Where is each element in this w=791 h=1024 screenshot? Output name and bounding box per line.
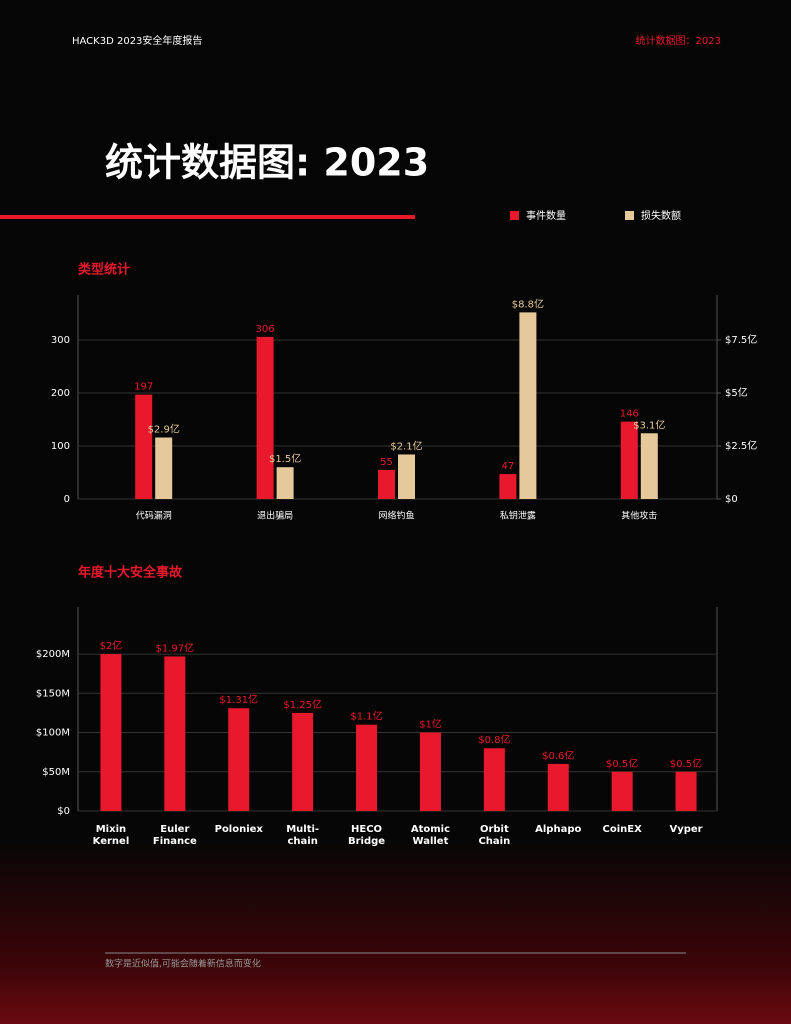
y-tick-label: $50M <box>42 767 70 778</box>
bar <box>398 454 415 499</box>
footer-note: 数字是近似值,可能会随着新信息而变化 <box>105 958 261 970</box>
bar <box>356 724 378 811</box>
legend-swatch <box>510 211 519 220</box>
x-tick-label: Multi-chain <box>286 824 320 847</box>
legend-swatch <box>625 211 634 220</box>
data-label: $1.1亿 <box>350 710 382 723</box>
legend-label: 事件数量 <box>526 209 566 222</box>
data-label: $1亿 <box>419 718 442 731</box>
data-label: $8.8亿 <box>512 297 544 310</box>
bar <box>292 712 314 811</box>
data-label: $0.8亿 <box>478 733 510 746</box>
x-tick-label: CoinEX <box>602 824 642 835</box>
x-tick-label: Mixin Kernel <box>92 824 130 847</box>
y2-tick-label: $0 <box>725 494 738 505</box>
bar <box>276 467 294 499</box>
x-tick-label: 网络钓鱼 <box>378 510 414 522</box>
data-label: $0.6亿 <box>542 749 574 762</box>
chart-title: 年度十大安全事故 <box>78 565 183 581</box>
bar <box>164 656 186 811</box>
bar <box>378 469 395 499</box>
bar <box>256 336 274 499</box>
x-tick-label: Atomic Wallet <box>410 824 451 847</box>
data-label: $1.31亿 <box>219 693 258 706</box>
x-tick-label: Euler Finance <box>152 824 197 847</box>
bar <box>499 474 517 499</box>
data-label: $2亿 <box>100 639 123 652</box>
data-label: $2.1亿 <box>390 439 422 452</box>
bar <box>675 771 697 811</box>
data-label: $0.5亿 <box>606 757 638 770</box>
bar <box>547 763 569 811</box>
y-tick-label: $150M <box>36 688 70 699</box>
x-tick-label: 私钥泄露 <box>500 510 536 522</box>
data-label: 146 <box>620 409 639 420</box>
data-label: $3.1亿 <box>633 418 665 431</box>
x-tick-label: HECO Bridge <box>348 824 386 847</box>
data-label: $1.97亿 <box>156 641 195 654</box>
bar <box>640 433 658 499</box>
data-label: $1.5亿 <box>269 452 301 465</box>
y2-tick-label: $2.5亿 <box>725 439 757 452</box>
y2-tick-label: $5亿 <box>725 386 748 399</box>
y-tick-label: $100M <box>36 728 70 739</box>
x-tick-label: Vyper <box>669 824 703 835</box>
title-rule <box>0 215 415 219</box>
data-label: $0.5亿 <box>670 757 702 770</box>
y-tick-label: 300 <box>51 335 70 346</box>
x-tick-label: 代码漏洞 <box>136 510 172 522</box>
data-label: 47 <box>502 461 515 472</box>
x-tick-label: Alphapo <box>535 824 582 835</box>
bar <box>519 312 537 499</box>
data-label: $2.9亿 <box>148 423 180 436</box>
bar <box>228 708 250 811</box>
y-tick-label: $200M <box>36 649 70 660</box>
data-label: 55 <box>380 457 393 468</box>
x-tick-label: Poloniex <box>214 824 263 835</box>
data-label: 197 <box>134 382 153 393</box>
x-tick-label: Orbit Chain <box>478 824 511 847</box>
bar <box>620 421 638 499</box>
y-tick-label: 200 <box>51 388 70 399</box>
data-label: 306 <box>256 324 275 335</box>
legend-label: 损失数额 <box>641 209 681 222</box>
bar <box>483 748 505 811</box>
page-title: 统计数据图: 2023 <box>105 141 429 185</box>
x-tick-label: 退出骗局 <box>257 510 293 522</box>
header-left: HACK3D 2023安全年度报告 <box>72 34 202 47</box>
y-tick-label: 100 <box>51 441 70 452</box>
bar <box>135 394 153 499</box>
bar <box>155 437 173 499</box>
y-tick-label: 0 <box>64 494 70 505</box>
bar <box>611 771 633 811</box>
bar <box>100 654 122 811</box>
y2-tick-label: $7.5亿 <box>725 333 757 346</box>
y-tick-label: $0 <box>57 806 70 817</box>
data-label: $1.25亿 <box>283 698 322 711</box>
header-right: 统计数据图：2023 <box>636 34 721 47</box>
x-tick-label: 其他攻击 <box>621 510 657 522</box>
chart-title: 类型统计 <box>78 262 130 278</box>
bar <box>419 732 441 811</box>
